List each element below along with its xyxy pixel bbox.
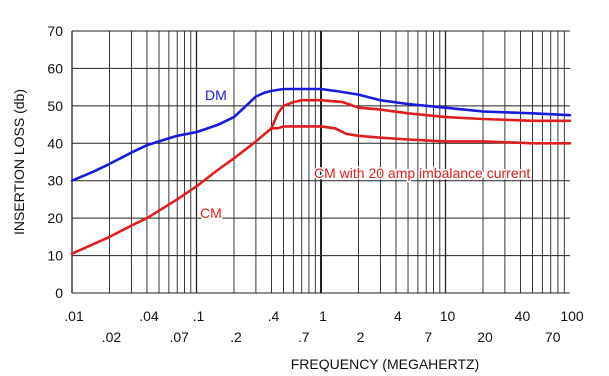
grid xyxy=(71,30,570,294)
y-tick-label: 20 xyxy=(47,210,63,226)
y-tick-label: 60 xyxy=(47,60,63,76)
x-axis-title: FREQUENCY (MEGAHERTZ) xyxy=(291,356,480,372)
x-tick-label: .7 xyxy=(298,329,310,345)
x-tick-label: 4 xyxy=(394,308,402,324)
x-tick-label: 10 xyxy=(440,308,456,324)
series-lines xyxy=(70,87,572,255)
series-line xyxy=(270,125,572,145)
y-tick-label: 10 xyxy=(47,248,63,264)
x-tick-label: 1 xyxy=(319,308,327,324)
series-line xyxy=(70,98,572,255)
x-tick-label: 70 xyxy=(545,329,561,345)
y-axis-title: INSERTION LOSS (db) xyxy=(11,89,27,235)
x-tick-label: .07 xyxy=(169,329,189,345)
x-tick-label: 7 xyxy=(424,329,432,345)
y-tick-label: 0 xyxy=(55,285,63,301)
series-line xyxy=(70,87,572,182)
x-tick-label: .04 xyxy=(139,308,159,324)
y-tick-label: 50 xyxy=(47,98,63,114)
series-label: CM with 20 amp imbalance current xyxy=(314,165,530,181)
x-tick-label: .1 xyxy=(193,308,205,324)
y-tick-label: 40 xyxy=(47,135,63,151)
x-tick-label: .01 xyxy=(64,308,84,324)
x-tick-label: .02 xyxy=(102,329,122,345)
y-tick-label: 70 xyxy=(47,23,63,39)
x-tick-label: 20 xyxy=(477,329,493,345)
labels: 0 10 20 30 40 50 60 70 .01 .04 .1 .4 1 4 10 40 100 .02 .07… xyxy=(11,23,584,372)
series-label: CM xyxy=(200,205,222,221)
x-tick-label: 2 xyxy=(357,329,365,345)
series-label: DM xyxy=(205,87,227,103)
x-tick-label: 100 xyxy=(560,308,584,324)
x-tick-label: .4 xyxy=(268,308,280,324)
y-tick-label: 30 xyxy=(47,173,63,189)
x-tick-label: .2 xyxy=(230,329,242,345)
x-tick-label: 40 xyxy=(515,308,531,324)
